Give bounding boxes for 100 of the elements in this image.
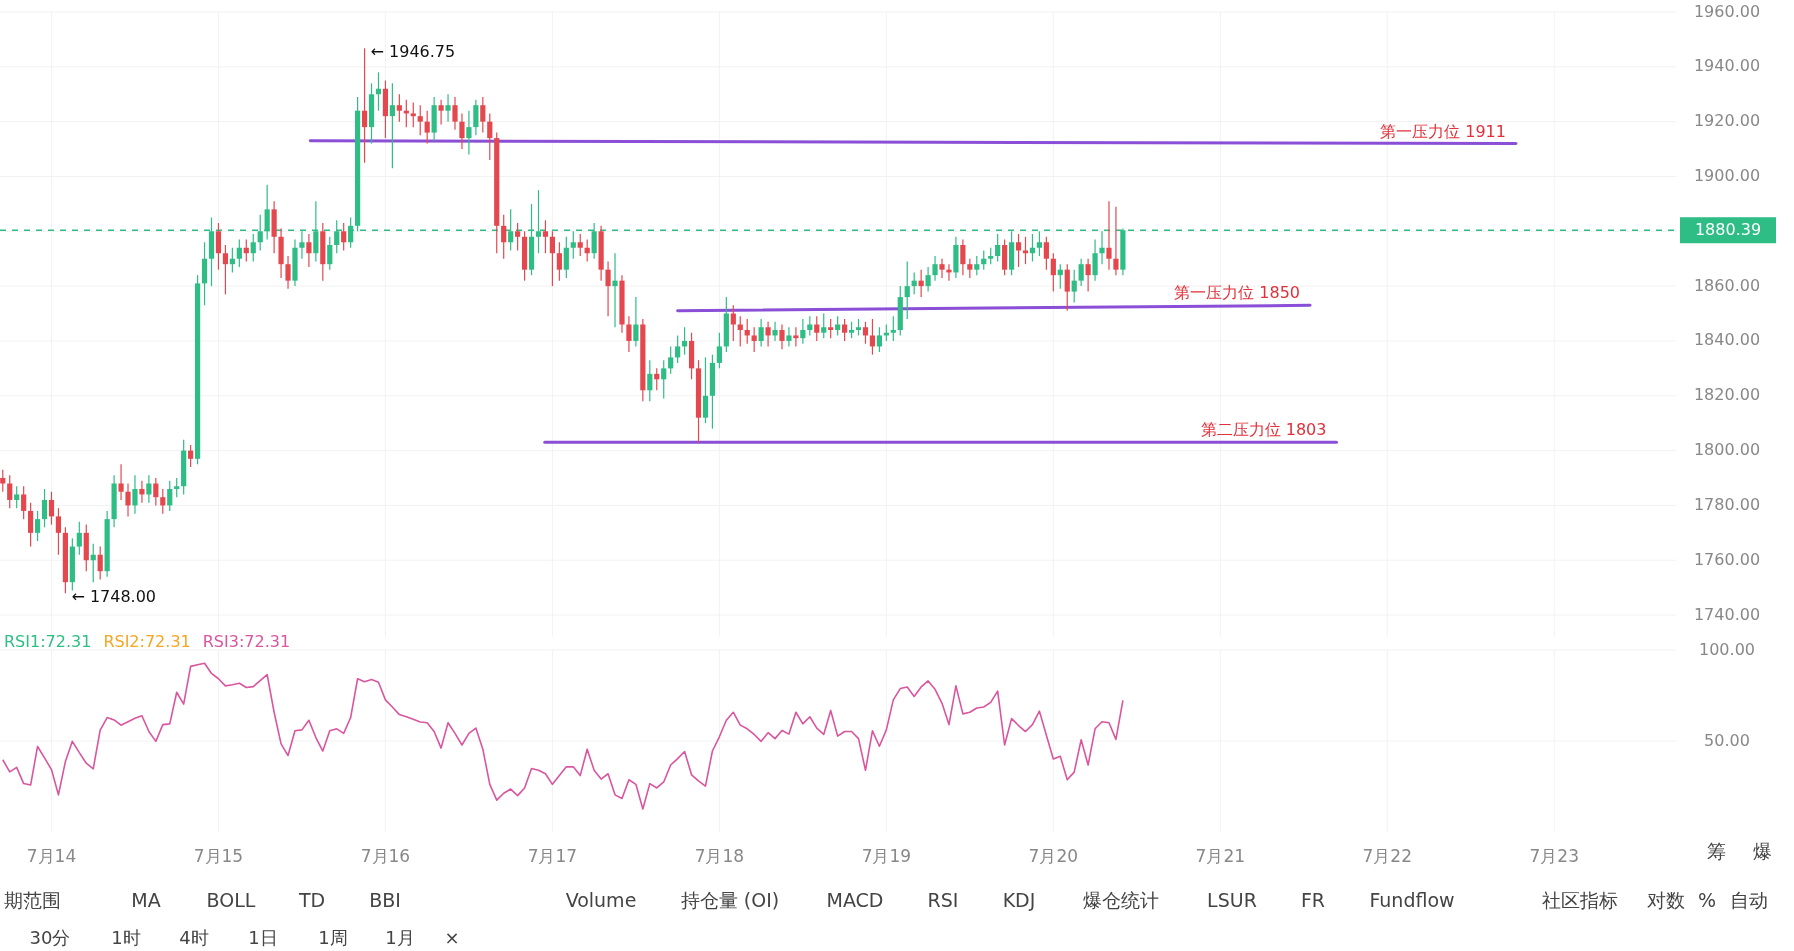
candlestick	[1113, 206, 1119, 276]
candlestick	[445, 93, 451, 123]
candlestick	[327, 236, 333, 271]
candlestick	[1036, 230, 1043, 257]
candlestick	[417, 104, 423, 136]
candlestick	[466, 110, 472, 156]
candlestick	[396, 93, 402, 123]
text: 期范围	[3, 889, 61, 911]
candlestick	[626, 315, 632, 353]
candlestick	[236, 238, 242, 268]
candlestick	[647, 359, 653, 402]
series-label: 第一压力位 1850	[1174, 283, 1301, 303]
candlestick	[890, 315, 896, 342]
candlestick	[570, 230, 576, 260]
candlestick	[515, 222, 521, 252]
candlestick	[862, 321, 869, 345]
annotation: RSI2:72.31	[103, 632, 191, 651]
candlestick	[542, 219, 549, 254]
candlestick	[842, 318, 848, 342]
candlestick	[188, 444, 194, 468]
candlestick	[814, 315, 820, 342]
candlestick	[410, 101, 416, 128]
candlestick	[1064, 263, 1070, 312]
candlestick	[21, 485, 27, 520]
candlestick	[132, 474, 138, 515]
candlestick	[28, 502, 34, 548]
candlestick	[730, 304, 736, 342]
candlestick	[389, 82, 395, 169]
text: 爆	[1752, 840, 1772, 862]
text: FR	[1300, 889, 1326, 911]
y-tick-label: 1900.00	[1693, 165, 1761, 185]
candlestick	[215, 222, 222, 271]
candlestick	[960, 238, 966, 276]
x-tick-label: 7月18	[694, 846, 745, 866]
text: 1月	[385, 927, 415, 948]
candlestick	[821, 312, 827, 339]
candlestick	[563, 236, 569, 279]
candlestick	[675, 334, 681, 364]
text: %	[1697, 889, 1717, 911]
candlestick	[1085, 258, 1091, 293]
candlestick	[76, 521, 82, 556]
text: 4时	[179, 927, 209, 948]
x-tick-label: 7月23	[1529, 846, 1579, 866]
candlestick	[800, 318, 806, 345]
candlestick	[716, 332, 722, 369]
series-label: RSI3:72.31	[202, 632, 291, 651]
candlestick	[55, 507, 62, 556]
text: BBI	[369, 889, 401, 911]
candlestick	[668, 345, 674, 375]
candlestick	[1050, 252, 1056, 293]
candlestick	[118, 463, 124, 501]
candlestick	[48, 491, 55, 526]
candlestick	[222, 244, 229, 295]
x-tick-label: 7月22	[1362, 846, 1412, 866]
series-label: 第一压力位 1911	[1380, 121, 1506, 141]
candlestick	[125, 482, 131, 517]
candlestick	[786, 326, 792, 348]
text: 筹	[1706, 840, 1726, 862]
candlestick	[772, 321, 778, 342]
text: 30分	[29, 927, 71, 948]
y-tick-label: 1820.00	[1693, 385, 1761, 405]
candlestick	[577, 233, 583, 257]
y-tick-label: 1860.00	[1693, 275, 1761, 295]
annotation: RSI1:72.31	[4, 632, 92, 651]
text: 1周	[318, 927, 348, 948]
text: 1日	[248, 927, 278, 948]
candlestick	[306, 233, 312, 268]
candlestick	[1099, 230, 1105, 265]
candlestick	[139, 480, 145, 504]
text: 对数	[1647, 889, 1685, 911]
candlestick	[480, 96, 486, 134]
candlestick	[361, 47, 368, 164]
y-tick-label: 1800.00	[1693, 440, 1761, 460]
candlestick	[661, 359, 667, 400]
y-tick-label: 1840.00	[1693, 330, 1761, 350]
candlestick	[438, 99, 444, 125]
candlestick	[174, 477, 180, 498]
text: KDJ	[1002, 889, 1036, 911]
candlestick	[869, 318, 876, 356]
candlestick	[41, 488, 48, 528]
x-tick-label: 7月19	[861, 846, 912, 866]
candlestick	[1071, 269, 1077, 304]
candlestick	[904, 260, 910, 320]
candlestick	[452, 96, 458, 131]
text: 1时	[111, 927, 141, 948]
x-tick-label: 7月21	[1195, 846, 1246, 866]
candlestick	[995, 233, 1001, 263]
candlestick	[250, 233, 256, 263]
candlestick	[14, 485, 20, 509]
candlestick	[1043, 236, 1049, 271]
text: RSI	[927, 889, 959, 911]
y-tick-label: 1920.00	[1693, 111, 1761, 131]
text: ×	[444, 927, 460, 948]
text: MACD	[826, 889, 884, 911]
y-tick-label: 1960.00	[1693, 1, 1761, 21]
candlestick	[758, 318, 764, 348]
candlestick	[1092, 238, 1098, 282]
x-tick-label: 7月16	[360, 846, 411, 866]
candlestick	[285, 255, 291, 290]
candlestick	[1022, 236, 1029, 265]
